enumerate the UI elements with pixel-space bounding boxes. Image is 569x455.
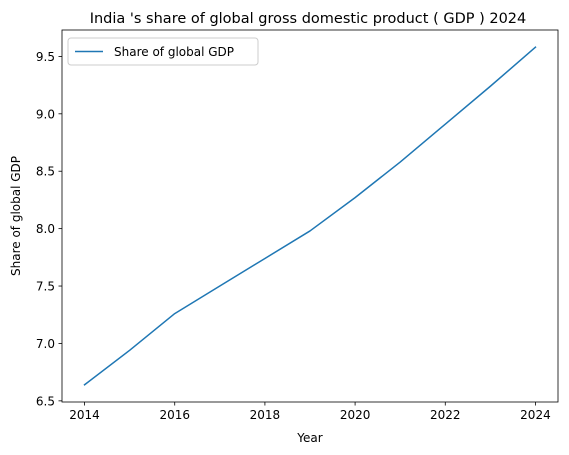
data-point: [444, 123, 446, 125]
y-tick-label: 7.5: [36, 280, 55, 294]
x-axis-ticks: 2014 2016 2018 2020 2022 2024: [69, 402, 551, 422]
legend-box: [67, 37, 259, 66]
x-axis-label: Year: [296, 431, 322, 445]
y-tick-label: 6.5: [36, 394, 55, 408]
data-point: [534, 46, 536, 48]
legend: Share of global GDP: [67, 37, 259, 66]
y-tick-label: 8.5: [36, 165, 55, 179]
plot-area: [62, 30, 558, 402]
data-point: [174, 312, 176, 314]
chart-title: India 's share of global gross domestic …: [90, 11, 527, 27]
plot-frame: [61, 29, 559, 403]
y-tick-label: 9.5: [36, 50, 55, 64]
data-point: [309, 230, 311, 232]
data-point: [83, 384, 85, 386]
data-point: [399, 161, 401, 163]
x-tick-label: 2024: [520, 408, 551, 422]
data-point: [354, 196, 356, 198]
data-point: [264, 257, 266, 259]
y-tick-label: 9.0: [36, 107, 55, 121]
series-line-share-of-global-gdp: [83, 46, 537, 386]
y-axis-ticks: 6.5 7.0 7.5 8.0 8.5 9.0 9.5: [36, 50, 62, 408]
x-tick-label: 2016: [159, 408, 190, 422]
legend-label: Share of global GDP: [114, 45, 234, 59]
x-tick-label: 2020: [340, 408, 371, 422]
x-tick-label: 2022: [430, 408, 461, 422]
data-point: [219, 285, 221, 287]
data-point: [128, 349, 130, 351]
y-tick-label: 8.0: [36, 222, 55, 236]
y-tick-label: 7.0: [36, 337, 55, 351]
y-axis-label: Share of global GDP: [9, 156, 23, 276]
x-tick-label: 2014: [69, 408, 100, 422]
data-point: [489, 85, 491, 87]
x-tick-label: 2018: [250, 408, 281, 422]
